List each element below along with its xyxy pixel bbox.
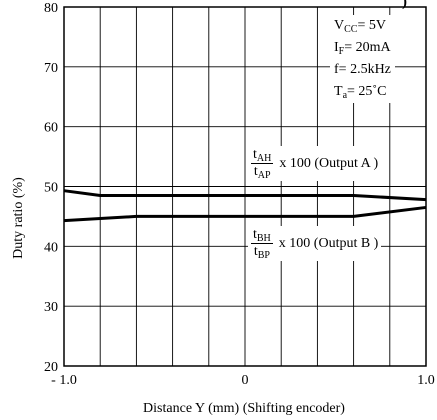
annotation-b-text: x 100 (Output B )	[278, 235, 379, 251]
x-axis-label: Distance Y (mm) (Shifting encoder)	[143, 401, 345, 416]
corner-mark: )	[402, 0, 407, 10]
y-tick-label: 60	[44, 121, 58, 136]
x-tick-label: 1.0	[417, 373, 435, 388]
condition-if: IF= 20mA	[334, 40, 391, 57]
series-line-output-a	[63, 189, 427, 202]
condition-f: f= 2.5kHz	[334, 62, 391, 77]
test-conditions: VCC= 5V IF= 20mA f= 2.5kHz Ta= 25˚C	[330, 15, 395, 103]
annotation-output-a: tAH tAP x 100 (Output A )	[248, 146, 382, 181]
x-tick-labels: - 1.0 0 1.0	[51, 373, 435, 388]
y-tick-label: 80	[44, 1, 58, 16]
y-tick-labels: 20 30 40 50 60 70 80	[44, 1, 58, 375]
fraction-b: tBH tBP	[251, 227, 273, 261]
fraction-a: tAH tAP	[251, 147, 274, 181]
condition-ta: Ta= 25˚C	[334, 84, 387, 101]
annotation-output-b: tBH tBP x 100 (Output B )	[248, 226, 382, 261]
x-tick-label: - 1.0	[51, 373, 77, 388]
condition-vcc: VCC= 5V	[334, 18, 386, 35]
y-tick-label: 50	[44, 181, 58, 196]
y-tick-label: 20	[44, 360, 58, 375]
series-line-output-b	[63, 205, 427, 223]
y-axis-label: Duty ratio (%)	[11, 177, 26, 259]
plot-frame	[63, 6, 427, 367]
annotation-a-text: x 100 (Output A )	[279, 155, 379, 171]
y-tick-label: 70	[44, 61, 58, 76]
y-tick-label: 40	[44, 240, 58, 255]
y-tick-label: 30	[44, 300, 58, 315]
frame-gap	[300, 0, 430, 6]
x-tick-label: 0	[242, 373, 249, 388]
series-lines	[63, 189, 427, 223]
